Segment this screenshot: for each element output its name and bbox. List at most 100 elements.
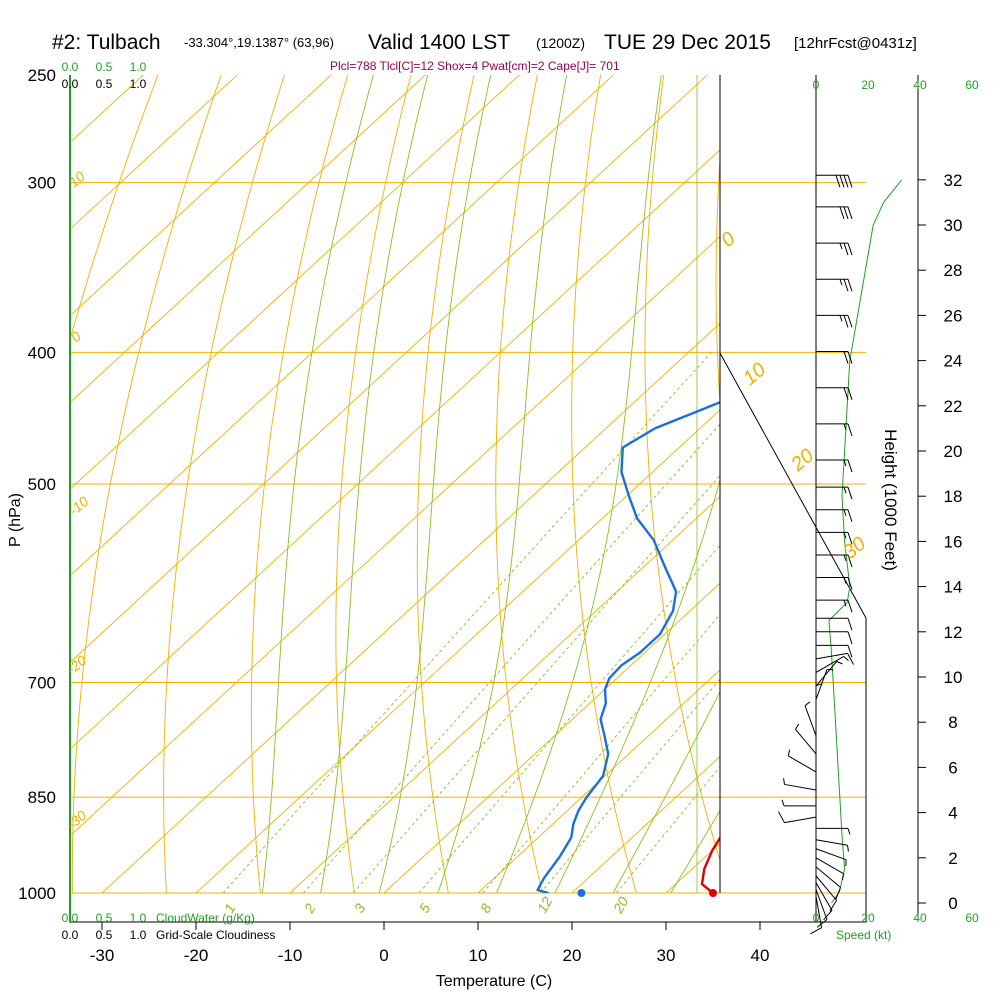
wind-barb-flag [847, 577, 853, 590]
thermo-grid [70, 51, 1000, 922]
height-tick-label: 0 [948, 894, 957, 913]
wind-barb-flag [843, 387, 849, 400]
wind-barb [815, 848, 847, 867]
wind-barb-half-flag [843, 532, 847, 539]
height-tick-label: 22 [944, 397, 963, 416]
height-tick-label: 24 [944, 352, 963, 371]
height-tick-label: 32 [944, 171, 963, 190]
temperature-tick-label: 10 [469, 946, 488, 965]
wind-barb [781, 799, 816, 807]
wind-barb-half-flag [843, 487, 847, 494]
station-title: #2: Tulbach [52, 31, 161, 54]
wind-barb [816, 423, 853, 437]
moist-adiabat-line [612, 690, 720, 893]
dewpoint-profile-line [536, 400, 720, 893]
isotherm-line [289, 495, 720, 893]
wind-barb [815, 683, 823, 718]
valid-time: Valid 1400 LST [368, 31, 511, 54]
wind-barb-flag [847, 487, 853, 500]
dry-adiabat-label: 20 [786, 445, 818, 477]
wind-barb [816, 644, 853, 658]
isobars [70, 75, 866, 894]
mixing-ratio-line [482, 613, 720, 893]
wind-barb-staff [784, 783, 817, 791]
wind-barb-flag [847, 387, 853, 400]
wind-barb [816, 486, 853, 500]
temperature-tick-label: 20 [563, 946, 582, 965]
wind-barb [810, 896, 823, 935]
wind-barb [815, 889, 828, 928]
wind-barb [815, 652, 854, 665]
wind-barb [816, 509, 853, 522]
wind-speed-bottom-tick: 0 [813, 911, 820, 925]
wind-barb-staff [795, 729, 817, 755]
moist-adiabat-line [670, 809, 720, 893]
temperature-tick-label: -20 [184, 946, 209, 965]
wind-barb-flag [847, 645, 853, 658]
wind-barb-flag [847, 618, 853, 631]
wind-barb-staff [815, 896, 823, 928]
isotherm-line [70, 149, 720, 750]
mixing-ratio-line [352, 475, 720, 893]
wind-panel [778, 75, 926, 935]
wind-barb [804, 701, 817, 736]
wind-barb-flag [810, 927, 822, 935]
dry-adiabat-line [980, 51, 1000, 922]
isotherm-line [70, 75, 238, 230]
y-axis-label: P (hPa) [7, 493, 24, 547]
chart-header: #2: Tulbach -33.304°,19.1387° (63,96) Va… [0, 0, 1000, 72]
isotherm-line [195, 409, 720, 893]
dry-adiabat-label: -30 [64, 807, 90, 832]
wind-barb [815, 656, 849, 673]
height-tick-label: 10 [944, 668, 963, 687]
wind-barb-staff [815, 839, 848, 846]
wind-barb [816, 554, 853, 568]
wind-barb-flag [816, 919, 828, 928]
bottom-cloud-water-tick: 0.0 [62, 911, 79, 925]
wind-barb-half-flag [804, 701, 811, 707]
wind-barb-half-flag [795, 723, 800, 730]
mixing-ratio-label: 12 [534, 894, 556, 916]
wind-barb-flag [839, 175, 845, 188]
pressure-tick-label: 300 [28, 174, 56, 193]
wind-speed-bottom-tick: 60 [965, 911, 979, 925]
isotherm-line [383, 582, 720, 893]
isotherm-line [571, 755, 720, 893]
wind-barb-half-flag [843, 423, 847, 431]
wind-barb-staff [815, 661, 837, 687]
mixing-ratio-label: 2 [300, 901, 318, 917]
dry-adiabat-label: 10 [739, 359, 770, 390]
wind-barb [816, 278, 853, 292]
moist-adiabat-line [554, 478, 720, 893]
wind-barb [816, 577, 853, 590]
valid-date: TUE 29 Dec 2015 [604, 31, 771, 54]
wind-barb [815, 875, 837, 912]
wind-barb-flag [843, 242, 849, 256]
station-coordinates: -33.304°,19.1387° (63,96) [184, 35, 334, 50]
dry-adiabat-line [571, 75, 637, 893]
pressure-tick-label: 250 [28, 66, 56, 85]
wind-barb [815, 661, 843, 687]
wind-barb-staff [815, 848, 847, 861]
height-tick-label: 28 [944, 261, 963, 280]
wind-barb [783, 778, 817, 791]
wind-barb-half-flag [843, 577, 847, 584]
temperature-tick-label: 40 [751, 946, 770, 965]
top-cloudiness-tick: 0.0 [62, 77, 79, 91]
wind-speed-bottom-tick: 40 [913, 911, 927, 925]
cloudiness-label: Grid-Scale Cloudiness [156, 928, 275, 942]
mixing-ratio-label: 8 [477, 901, 495, 916]
wind-speed-label: Speed (kt) [836, 928, 891, 942]
isotherm-line [70, 75, 426, 404]
wind-barb [816, 351, 853, 364]
wind-barb-staff [788, 755, 817, 773]
dry-adiabat-line [495, 75, 543, 893]
isotherm-line [823, 51, 1000, 922]
moist-adiabat-line [378, 75, 492, 893]
wind-barb-half-flag [787, 749, 791, 757]
bottom-cloud-water-tick: 1.0 [130, 911, 147, 925]
dry-adiabat-line [163, 75, 285, 893]
pressure-tick-label: 500 [28, 475, 56, 494]
wind-barb-half-flag [839, 242, 843, 250]
